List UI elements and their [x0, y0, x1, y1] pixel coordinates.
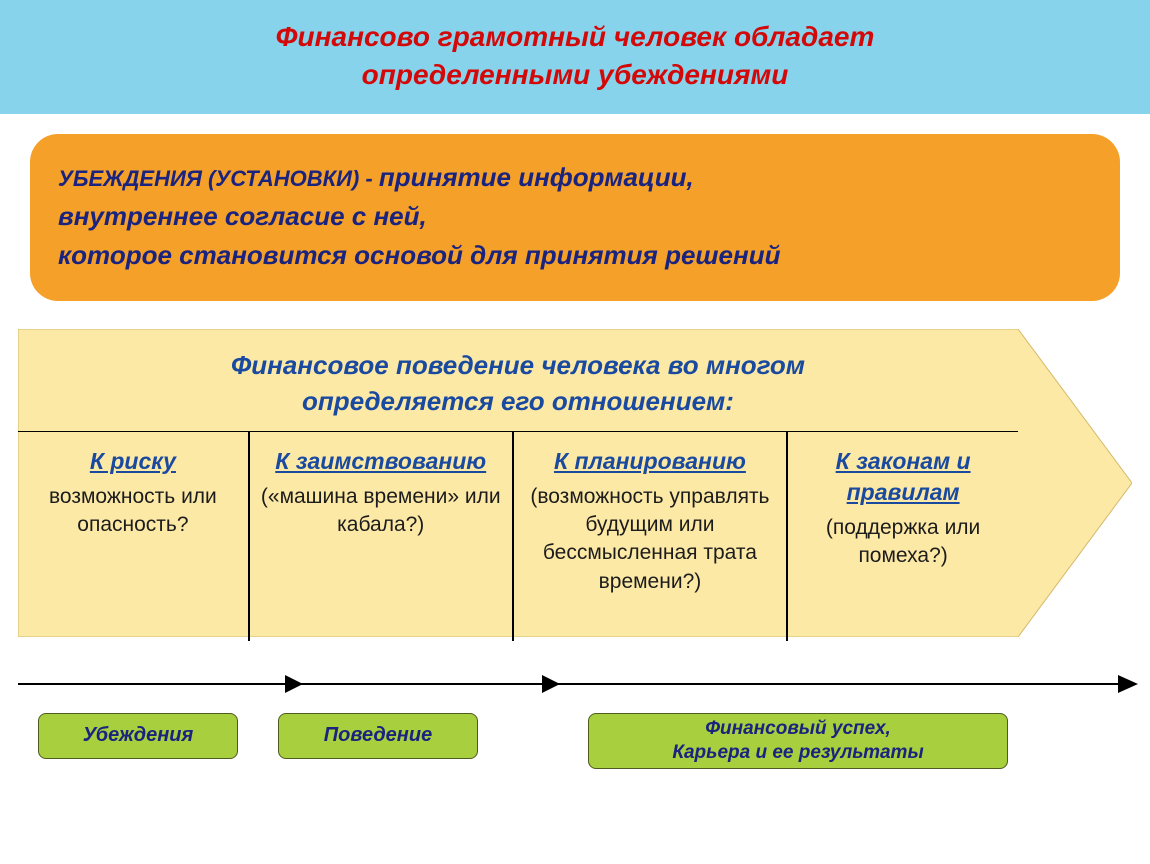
page-title: Финансово грамотный человек обладает опр… [20, 18, 1130, 94]
attitude-cell-laws: К законам и правилам (поддержка или поме… [788, 432, 1018, 629]
arrow-heading: Финансовое поведение человека во многом … [18, 347, 1018, 420]
pill-behavior: Поведение [278, 713, 478, 759]
attitude-title: К законам и правилам [796, 446, 1010, 508]
attitudes-table: К риску возможность или опасность? К заи… [18, 431, 1018, 629]
arrow-block: Финансовое поведение человека во многом … [18, 329, 1132, 637]
attitude-sub: возможность или опасность? [26, 483, 240, 540]
timeline [18, 665, 1132, 705]
timeline-tick [285, 675, 303, 693]
title-line-1: Финансово грамотный человек обладает [276, 21, 875, 52]
pill-label: Финансовый успех, Карьера и ее результат… [672, 717, 923, 765]
attitude-cell-planning: К планированию (возможность управлять бу… [514, 432, 787, 629]
pill-beliefs: Убеждения [38, 713, 238, 759]
attitude-cell-borrowing: К заимствованию («машина времени» или ка… [250, 432, 512, 629]
header-band: Финансово грамотный человек обладает опр… [0, 0, 1150, 114]
arrowhead-icon [1118, 675, 1138, 693]
arrow-heading-line1: Финансовое поведение человека во многом [231, 350, 805, 380]
timeline-tick [542, 675, 560, 693]
definition-line2: внутреннее согласие с ней, [58, 201, 427, 231]
definition-lead: УБЕЖДЕНИЯ (УСТАНОВКИ) - [58, 166, 379, 191]
attitude-title: К риску [26, 446, 240, 477]
pill-label: Поведение [324, 723, 432, 748]
arrow-heading-line2: определяется его отношением: [302, 386, 734, 416]
timeline-line [18, 683, 1132, 685]
title-line-2: определенными убеждениями [362, 59, 789, 90]
attitude-sub: (поддержка или помеха?) [796, 514, 1010, 571]
pill-label: Убеждения [83, 723, 194, 748]
definition-line3: которое становится основой для принятия … [58, 240, 780, 270]
attitude-sub: («машина времени» или кабала?) [258, 483, 504, 540]
definition-box: УБЕЖДЕНИЯ (УСТАНОВКИ) - принятие информа… [30, 134, 1120, 301]
attitude-sub: (возможность управлять будущим или бессм… [522, 483, 779, 596]
pills-row: Убеждения Поведение Финансовый успех, Ка… [18, 713, 1132, 783]
pill-success: Финансовый успех, Карьера и ее результат… [588, 713, 1008, 769]
attitude-title: К планированию [522, 446, 779, 477]
definition-text: УБЕЖДЕНИЯ (УСТАНОВКИ) - принятие информа… [58, 158, 1092, 275]
attitude-title: К заимствованию [258, 446, 504, 477]
attitude-cell-risk: К риску возможность или опасность? [18, 432, 248, 629]
definition-line1-rest: принятие информации, [379, 162, 694, 192]
